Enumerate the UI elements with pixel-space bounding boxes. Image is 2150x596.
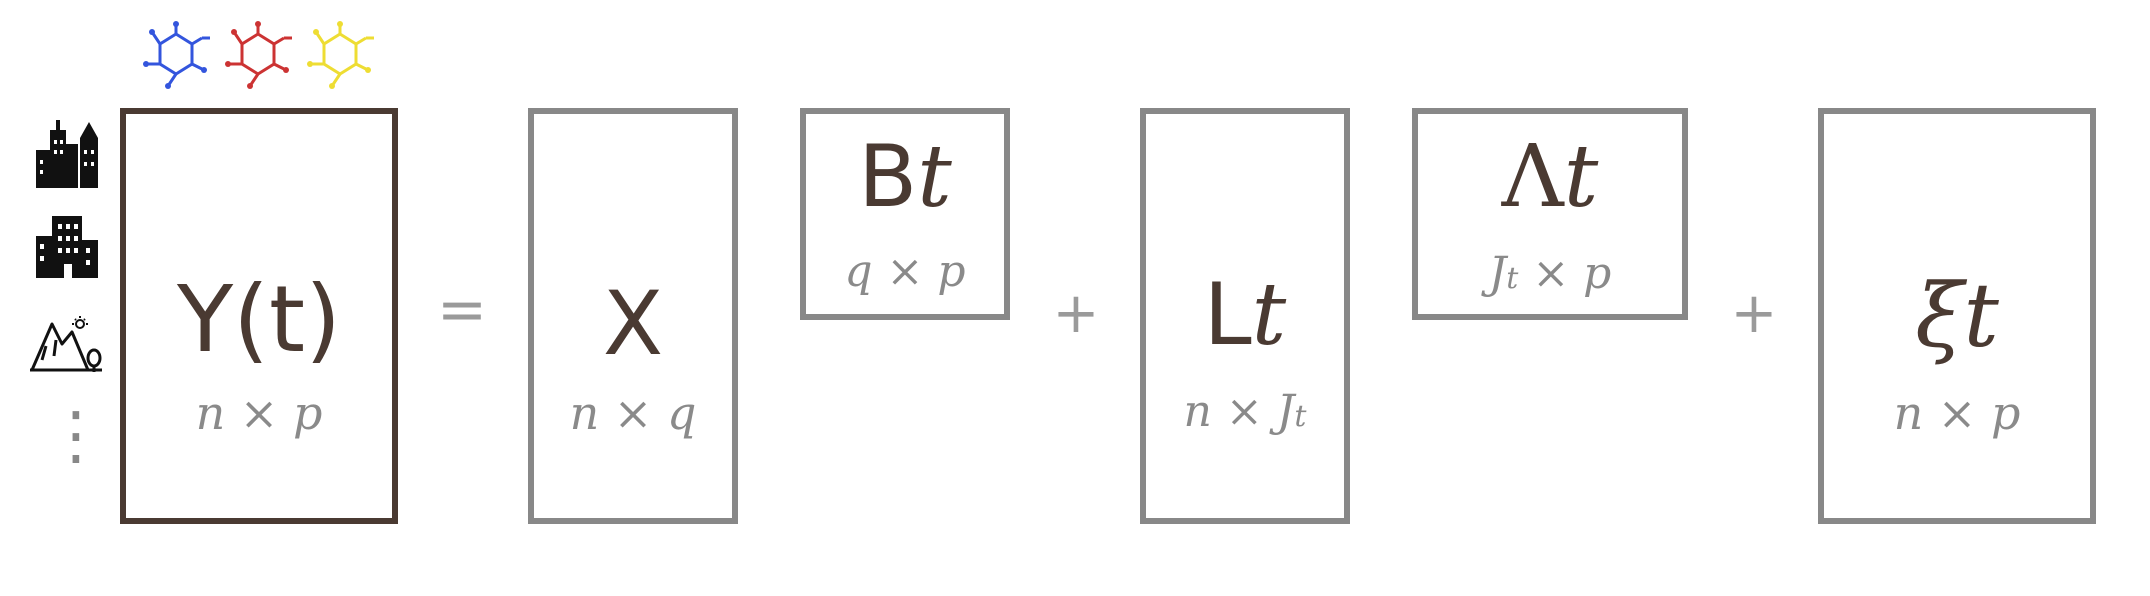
matrix-b-symbol: Bt (806, 134, 1004, 220)
molecule-blue-icon (143, 21, 210, 89)
matrix-b: Bt q × p (800, 108, 1010, 320)
molecule-red-icon (225, 21, 292, 89)
plus-sign-1: + (1052, 281, 1100, 346)
matrix-y-dims: n × p (195, 386, 323, 440)
matrix-xi-symbol: ξt (1824, 272, 2090, 360)
equals-sign: = (436, 275, 488, 345)
matrix-lambda-dims-post: × p (1518, 248, 1612, 299)
matrix-l-dims-main: n × J (1183, 386, 1295, 437)
matrix-lambda-subscript: t (1563, 127, 1599, 227)
mountain-landscape-icon (30, 316, 102, 372)
matrix-lambda-dims: Jt × p (1418, 252, 1682, 296)
matrix-b-dims: q × p (844, 246, 966, 297)
matrix-l-letter: L (1203, 265, 1252, 365)
matrix-lambda-dims-pre: J (1488, 248, 1507, 299)
matrix-x-dims: n × q (569, 386, 697, 440)
matrix-x-symbol: X (602, 272, 664, 375)
office-building-icon (36, 216, 98, 278)
matrix-lambda: Λt Jt × p (1412, 108, 1688, 320)
matrix-xi-subscript: t (1963, 264, 1999, 367)
matrix-l-symbol: Lt (1146, 272, 1344, 358)
matrix-lambda-dims-pre-sub: t (1506, 261, 1519, 296)
matrix-x: X n × q (528, 108, 738, 524)
matrix-y: Y(t) n × p (120, 108, 398, 524)
row-ellipsis: ⋮ (44, 399, 108, 473)
matrix-lambda-symbol: Λt (1418, 134, 1682, 220)
matrix-lambda-letter: Λ (1501, 127, 1564, 227)
plus-sign-2: + (1730, 281, 1778, 346)
matrix-l-subscript: t (1251, 265, 1287, 365)
molecule-yellow-icon (307, 21, 374, 89)
matrix-xi-dims: n × p (1893, 386, 2021, 440)
matrix-y-symbol: Y(t) (176, 266, 342, 373)
matrix-b-subscript: t (917, 127, 952, 227)
matrix-xi-letter: ξ (1915, 264, 1964, 367)
matrix-b-letter: B (858, 127, 918, 227)
matrix-xi: ξt n × p (1818, 108, 2096, 524)
matrix-l: Lt n × Jt (1140, 108, 1350, 524)
city-skyline-icon (36, 120, 98, 188)
matrix-l-dims-sub: t (1294, 399, 1307, 434)
matrix-l-dims: n × Jt (1146, 390, 1344, 434)
